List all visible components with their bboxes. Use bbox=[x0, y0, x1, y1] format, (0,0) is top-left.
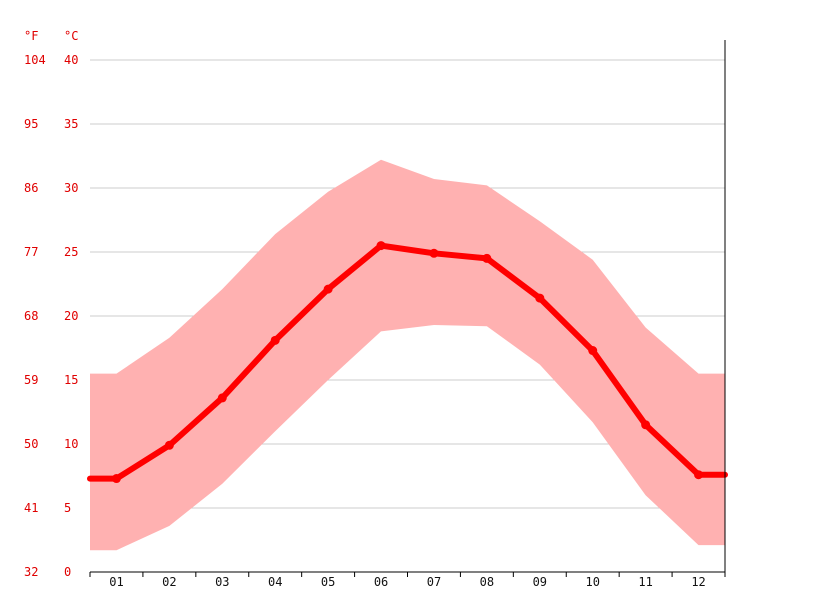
range-band-area bbox=[90, 159, 725, 551]
data-point bbox=[164, 440, 174, 450]
y-tick-label-c: 15 bbox=[64, 373, 78, 387]
y-tick-label-f: 41 bbox=[24, 501, 38, 515]
axes bbox=[89, 40, 726, 577]
y-tick-label-c: 0 bbox=[64, 565, 71, 579]
data-point bbox=[535, 293, 545, 303]
data-point bbox=[588, 346, 598, 356]
data-point bbox=[641, 420, 651, 430]
y-tick-label-c: 30 bbox=[64, 181, 78, 195]
x-tick-label: 09 bbox=[533, 575, 547, 589]
y-tick-label-f: 86 bbox=[24, 181, 38, 195]
x-tick-label: 08 bbox=[480, 575, 494, 589]
x-tick-label: 04 bbox=[268, 575, 282, 589]
average-temperature-line bbox=[87, 241, 728, 484]
data-point bbox=[217, 393, 227, 403]
data-point bbox=[323, 284, 333, 294]
y-tick-label-c: 35 bbox=[64, 117, 78, 131]
x-tick-label: 07 bbox=[427, 575, 441, 589]
data-point bbox=[270, 335, 280, 345]
y-tick-label-f: 50 bbox=[24, 437, 38, 451]
temperature-range-band bbox=[90, 159, 725, 551]
data-point bbox=[429, 248, 439, 258]
tick-labels: 0 32 5 41 10 50 15 59 20 68 25 77 30 86 35 95 40 104 01 02 0… bbox=[24, 53, 706, 589]
average-line-path bbox=[87, 242, 728, 482]
data-point bbox=[111, 474, 121, 484]
x-tick-label: 01 bbox=[109, 575, 123, 589]
y-tick-label-f: 32 bbox=[24, 565, 38, 579]
y-tick-label-f: 95 bbox=[24, 117, 38, 131]
x-tick-label: 05 bbox=[321, 575, 335, 589]
y-tick-label-f: 104 bbox=[24, 53, 46, 67]
x-tick-label: 12 bbox=[691, 575, 705, 589]
celsius-unit-label: °C bbox=[64, 29, 78, 43]
data-point bbox=[482, 253, 492, 263]
x-tick-label: 10 bbox=[585, 575, 599, 589]
data-point bbox=[694, 470, 704, 480]
x-tick-label: 02 bbox=[162, 575, 176, 589]
y-tick-label-c: 10 bbox=[64, 437, 78, 451]
y-tick-label-f: 59 bbox=[24, 373, 38, 387]
x-tick-label: 03 bbox=[215, 575, 229, 589]
y-tick-label-f: 68 bbox=[24, 309, 38, 323]
fahrenheit-unit-label: °F bbox=[24, 29, 38, 43]
y-tick-label-c: 40 bbox=[64, 53, 78, 67]
y-tick-label-c: 20 bbox=[64, 309, 78, 323]
x-tick-label: 11 bbox=[638, 575, 652, 589]
data-point bbox=[376, 241, 386, 251]
y-tick-label-c: 25 bbox=[64, 245, 78, 259]
y-tick-label-f: 77 bbox=[24, 245, 38, 259]
y-tick-label-c: 5 bbox=[64, 501, 71, 515]
x-tick-label: 06 bbox=[374, 575, 388, 589]
